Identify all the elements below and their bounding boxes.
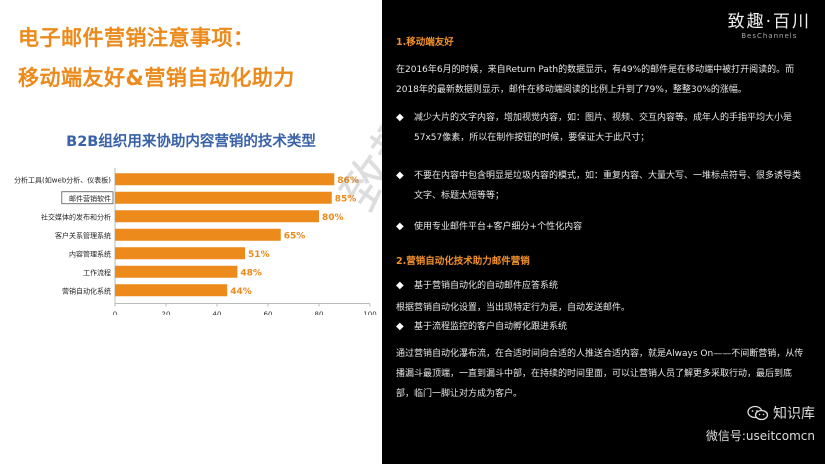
bar-chart: 分析工具(如web分析、仪表板) 86% 邮件营销软件 85% 社交媒体的发布和分析 80… (14, 168, 377, 316)
brand-logo: 致趣·百川 BesChannels (728, 7, 811, 40)
x-tick-label: 0 (113, 311, 117, 316)
bullet-text: 减少大片的文字内容，增加视觉内容，如：图片、视频、交互内容等。成年人的手指平均大… (414, 113, 793, 143)
data-label: 86% (337, 176, 359, 186)
x-tick-label: 100 (363, 311, 376, 316)
bar (115, 173, 335, 186)
page-title-line1: 电子邮件营销注意事项： (18, 26, 255, 50)
category-label: 工作流程 (83, 268, 111, 277)
category-label: 内容管理系统 (69, 249, 111, 258)
data-label: 48% (240, 268, 262, 278)
category-label: 客户关系管理系统 (55, 231, 111, 240)
bullet-text: 使用专业邮件平台+客户细分+个性化内容 (414, 222, 583, 232)
bullet-item: ◆ 基于营销自动化的自动邮件应答系统 (396, 276, 806, 296)
bullet-text: 基于营销自动化的自动邮件应答系统 (414, 281, 559, 291)
page-title-line2: 移动端友好&营销自动化助力 (18, 66, 295, 90)
category-label: 邮件营销软件 (69, 194, 111, 203)
data-label: 65% (284, 231, 306, 241)
bullet-item: ◆ 减少大片的文字内容，增加视觉内容，如：图片、视频、交互内容等。成年人的手指平… (396, 108, 806, 148)
bar (115, 191, 332, 204)
wechat-icon (747, 405, 769, 421)
data-label: 85% (335, 194, 357, 204)
category-label: 社交媒体的发布和分析 (41, 212, 111, 221)
diamond-bullet-icon: ◆ (396, 112, 404, 123)
section-mobile-friendly: 1.移动端友好 (396, 37, 454, 48)
diamond-bullet-icon: ◆ (396, 321, 404, 332)
x-tick-label: 40 (213, 311, 222, 316)
bullet-item: ◆ 基于流程监控的客户自动孵化跟进系统 (396, 317, 806, 337)
wechat-name-text: 知识库 (773, 406, 815, 422)
category-label: 分析工具(如web分析、仪表板) (14, 175, 111, 184)
data-label: 51% (248, 250, 270, 260)
brand-name: 致趣·百川 (727, 12, 811, 32)
diamond-bullet-icon: ◆ (396, 221, 404, 232)
bullet-item: ◆ 不要在内容中包含明显是垃圾内容的模式，如：重复内容、大量大写、一堆标点符号、… (396, 166, 806, 206)
brand-sub: BesChannels (741, 32, 798, 40)
category-label: 营销自动化系统 (62, 286, 111, 295)
bar (115, 247, 246, 260)
bar (115, 265, 238, 278)
x-tick-label: 80 (315, 311, 324, 316)
bullet-text: 基于流程监控的客户自动孵化跟进系统 (414, 322, 568, 332)
data-label: 44% (230, 287, 252, 297)
data-label: 80% (322, 213, 344, 223)
wechat-account-name: 知识库 (747, 403, 815, 423)
section-marketing-automation: 2.营销自动化技术助力邮件营销 (396, 256, 530, 267)
right-panel: 致趣·百川 BesChannels 1.移动端友好 在2016年6月的时候，来自… (382, 0, 825, 464)
paragraph-auto-send: 根据营销自动化设置，当出现特定行为是，自动发送邮件。 (396, 303, 631, 313)
paragraph-always-on: 通过营销自动化瀑布流，在合适时间向合适的人推送合适内容，就是Always On—… (396, 349, 804, 399)
wechat-id: 微信号:useitcomcn (705, 429, 815, 443)
bullet-item: ◆ 使用专业邮件平台+客户细分+个性化内容 (396, 217, 806, 237)
x-tick-label: 20 (162, 311, 171, 316)
bullet-text: 不要在内容中包含明显是垃圾内容的模式，如：重复内容、大量大写、一堆标点符号、很多… (414, 171, 802, 201)
bar (115, 228, 281, 241)
bar (115, 210, 319, 223)
highlight-box (61, 191, 114, 205)
paragraph-mobile-stats: 在2016年6月的时候，来自Return Path的数据显示，有49%的邮件是在… (396, 65, 795, 95)
diamond-bullet-icon: ◆ (396, 170, 404, 181)
x-tick-label: 60 (264, 311, 273, 316)
chart-title: B2B组织用来协助内容营销的技术类型 (66, 134, 316, 150)
wechat-info: 知识库 微信号:useitcomcn (705, 405, 815, 444)
left-panel: 电子邮件营销注意事项： 移动端友好&营销自动化助力 B2B组织用来协助内容营销的… (0, 0, 382, 464)
diamond-bullet-icon: ◆ (396, 280, 404, 291)
bar (115, 284, 228, 297)
